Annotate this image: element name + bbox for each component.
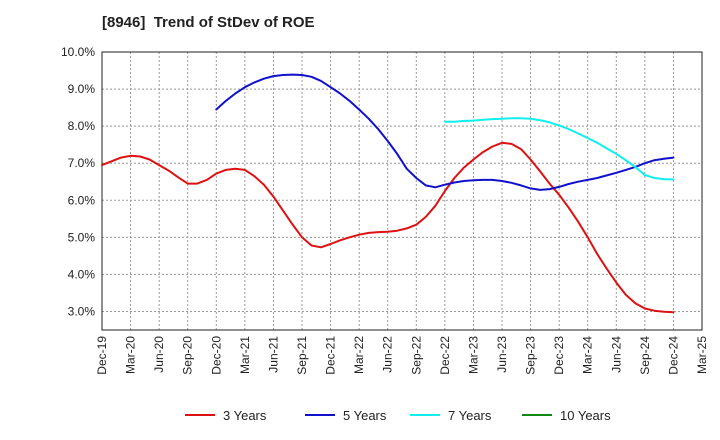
x-tick-label: Jun-20	[152, 336, 166, 373]
x-tick-label: Sep-20	[181, 336, 195, 375]
x-tick-label: Mar-20	[124, 336, 138, 374]
series-line-5-years	[215, 73, 675, 191]
legend-label: 10 Years	[560, 408, 611, 423]
x-tick-labels: Dec-19 Mar-20 Jun-20 Sep-20 Dec-20 Mar-21 Jun-…	[95, 336, 709, 375]
series-lines	[101, 73, 675, 314]
legend-label: 5 Years	[343, 408, 387, 423]
x-tick-label: Dec-19	[95, 336, 109, 375]
y-tick-label: 9.0%	[68, 82, 96, 96]
x-tick-label: Dec-23	[552, 336, 566, 375]
legend: 3 Years 5 Years 7 Years 10 Years	[185, 408, 611, 423]
x-tick-label: Sep-22	[409, 336, 423, 375]
y-tick-label: 5.0%	[68, 230, 96, 244]
x-tick-label: Dec-24	[666, 336, 680, 375]
plot-background	[102, 52, 702, 330]
x-tick-label: Jun-24	[609, 336, 623, 373]
legend-label: 3 Years	[223, 408, 267, 423]
x-tick-label: Mar-22	[352, 336, 366, 374]
y-tick-label: 4.0%	[68, 267, 96, 281]
x-tick-label: Dec-21	[324, 336, 338, 375]
y-tick-label: 7.0%	[68, 156, 96, 170]
series-line-3-years	[101, 141, 675, 314]
x-tick-label: Sep-24	[638, 336, 652, 375]
x-tick-label: Jun-22	[381, 336, 395, 373]
y-tick-labels: 3.0% 4.0% 5.0% 6.0% 7.0% 8.0% 9.0% 10.0%	[61, 45, 95, 318]
chart-title: [8946] Trend of StDev of ROE	[102, 14, 315, 31]
y-tick-label: 10.0%	[61, 45, 95, 59]
series-line-7-years	[443, 117, 675, 181]
plot-frame	[101, 51, 703, 331]
x-tick-label: Dec-22	[438, 336, 452, 375]
x-tick-label: Sep-21	[295, 336, 309, 375]
y-tick-label: 6.0%	[68, 193, 96, 207]
x-tick-label: Sep-23	[524, 336, 538, 375]
x-tick-label: Jun-21	[266, 336, 280, 373]
x-tick-label: Mar-25	[695, 336, 709, 374]
y-tick-label: 8.0%	[68, 119, 96, 133]
x-tick-label: Mar-24	[581, 336, 595, 374]
x-tick-label: Dec-20	[209, 336, 223, 375]
x-tick-label: Mar-21	[238, 336, 252, 374]
y-tick-label: 3.0%	[68, 304, 96, 318]
x-tick-label: Mar-23	[466, 336, 480, 374]
x-tick-label: Jun-23	[495, 336, 509, 373]
legend-label: 7 Years	[448, 408, 492, 423]
